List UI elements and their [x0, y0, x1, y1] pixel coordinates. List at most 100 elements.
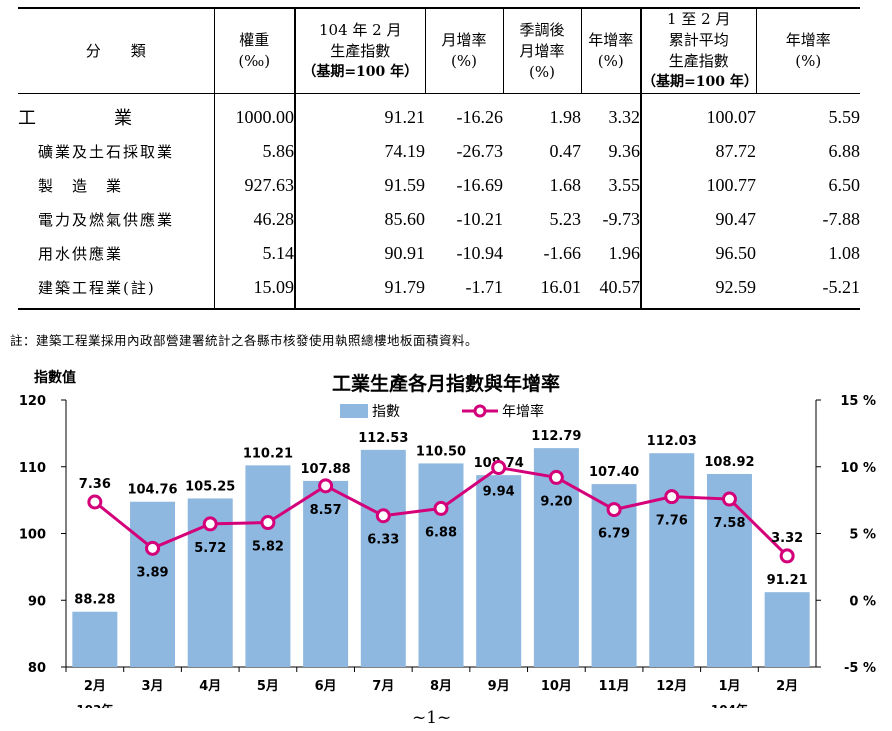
table-row: 電力及燃氣供應業 46.28 85.60 -10.21 5.23 -9.73 9…	[18, 202, 860, 236]
yoy-value-label: 6.33	[367, 533, 399, 548]
row-index: 90.91	[294, 236, 425, 270]
table-row: 製 造 業 927.63 91.59 -16.69 1.68 3.55 100.…	[18, 168, 860, 202]
yoy-value-label: 5.82	[252, 540, 284, 555]
yoy-value-label: 3.89	[136, 565, 168, 580]
bar	[72, 611, 118, 667]
yoy-value-label: 6.88	[425, 525, 457, 540]
x-tick-label: 10月	[541, 679, 572, 694]
yoy-point	[433, 500, 449, 516]
left-tick-label: 80	[28, 661, 46, 676]
yoy-point	[548, 469, 564, 485]
row-weight: 927.63	[213, 168, 295, 202]
row-mom: -26.73	[456, 140, 504, 161]
yoy-point	[721, 491, 737, 507]
legend-line-label: 年增率	[502, 403, 544, 420]
x-tick-label: 12月	[656, 679, 687, 694]
row-cum-yoy: -5.21	[756, 270, 860, 310]
x-tick-label: 1月	[718, 679, 740, 694]
bar	[360, 449, 406, 667]
row-weight: 5.14	[213, 236, 295, 270]
header-category: 分 類	[18, 7, 214, 94]
right-tick-label: 0 %	[849, 594, 876, 609]
yoy-point	[87, 494, 103, 510]
x-tick-label: 7月	[372, 679, 394, 694]
yoy-value-label: 9.94	[483, 485, 515, 500]
header-cum-yoy: 年增率 (%)	[755, 7, 860, 94]
row-cum-yoy: 6.50	[828, 174, 861, 195]
table-row: 工業 1000.00 91.21 -16.26 1.98 3.32 100.07…	[18, 93, 861, 134]
row-cum-yoy: 5.59	[828, 106, 861, 127]
row-index: 85.60	[294, 202, 425, 236]
row-cum-yoy: 1.08	[828, 242, 861, 263]
row-weight: 15.09	[213, 270, 295, 310]
x-tick-label: 2月	[776, 679, 798, 694]
bar	[764, 592, 810, 667]
yoy-point	[375, 508, 391, 524]
row-cum: 100.77	[640, 168, 756, 202]
x-tick-label: 2月	[84, 679, 106, 694]
bar-value-label: 107.40	[589, 465, 639, 480]
x-tick-label: 11月	[599, 679, 630, 694]
x-tick-label: 9月	[488, 679, 510, 694]
bar	[418, 463, 464, 667]
row-yoy: 1.96	[608, 242, 641, 263]
table-row: 建築工程業(註) 15.09 91.79 -1.71 16.01 40.57 9…	[18, 270, 860, 310]
page-number: ~1~	[412, 708, 452, 728]
yoy-point	[779, 548, 795, 564]
yoy-value-label: 9.20	[540, 494, 572, 509]
row-yoy: 40.57	[581, 270, 641, 310]
bar-value-label: 110.50	[416, 444, 466, 459]
header-sa: 季調後 月增率 (%)	[502, 7, 581, 94]
yoy-point	[664, 489, 680, 505]
header-mom: 月增率 (%)	[424, 7, 503, 94]
row-cum: 96.50	[640, 236, 756, 270]
header-yoy: 年增率 (%)	[580, 7, 641, 94]
production-index-chart: 工業生產各月指數與年增率 指數值 80 90 100 110 120 -5 % 0 % 5 % 10…	[19, 369, 876, 708]
row-index: 91.79	[294, 270, 425, 310]
yoy-value-label: 7.76	[656, 514, 688, 529]
yoy-value-label: 7.36	[79, 477, 111, 492]
row-sa: 1.68	[549, 174, 582, 195]
row-cum: 92.59	[640, 270, 756, 310]
left-tick-label: 100	[19, 528, 46, 543]
bar-value-label: 112.79	[531, 429, 581, 444]
row-yoy: 9.36	[608, 140, 641, 161]
row-sa: 0.47	[549, 140, 582, 161]
row-category: 製 造 業	[38, 176, 124, 195]
yoy-point	[606, 502, 622, 518]
row-mom: -1.71	[425, 270, 503, 310]
bar-value-label: 112.03	[647, 434, 697, 449]
row-weight: 1000.00	[213, 93, 295, 134]
row-cum: 87.72	[640, 134, 756, 168]
legend-bar-swatch	[340, 404, 368, 418]
bar	[245, 465, 291, 667]
industrial-production-table: 分 類 權重 (‰) 104 年 2 月生產指數 （基期=100 年） 月增率 (%…	[18, 7, 860, 310]
right-tick-label: 5 %	[849, 528, 876, 543]
bar-value-label: 108.92	[704, 455, 754, 470]
row-cum: 90.47	[640, 202, 756, 236]
row-mom: -16.69	[456, 174, 504, 195]
yoy-point	[145, 540, 161, 556]
x-tick-label: 8月	[430, 679, 452, 694]
yoy-value-label: 5.72	[194, 541, 226, 556]
row-yoy: 3.32	[608, 106, 641, 127]
year-label: 103年	[76, 702, 113, 708]
row-category: 工業	[18, 108, 132, 129]
yoy-value-label: 7.58	[713, 516, 745, 531]
row-sa: 16.01	[503, 270, 581, 310]
row-weight: 5.86	[213, 134, 295, 168]
right-tick-label: 10 %	[840, 461, 876, 476]
stats-table: 分 類 權重 (‰) 104 年 2 月生產指數 （基期=100 年） 月增率 (%…	[18, 7, 860, 310]
x-tick-label: 6月	[315, 679, 337, 694]
bar	[649, 453, 695, 667]
yoy-point	[318, 478, 334, 494]
table-note: 註：建築工程業採用內政部營建署統計之各縣市核發使用執照總樓地板面積資料。	[10, 333, 479, 348]
row-yoy: -9.73	[602, 208, 641, 229]
bar-value-label: 107.88	[301, 462, 351, 477]
bar	[303, 480, 349, 667]
x-tick-label: 3月	[142, 679, 164, 694]
bar	[130, 501, 176, 667]
left-tick-label: 110	[19, 461, 46, 476]
row-weight: 46.28	[213, 202, 295, 236]
